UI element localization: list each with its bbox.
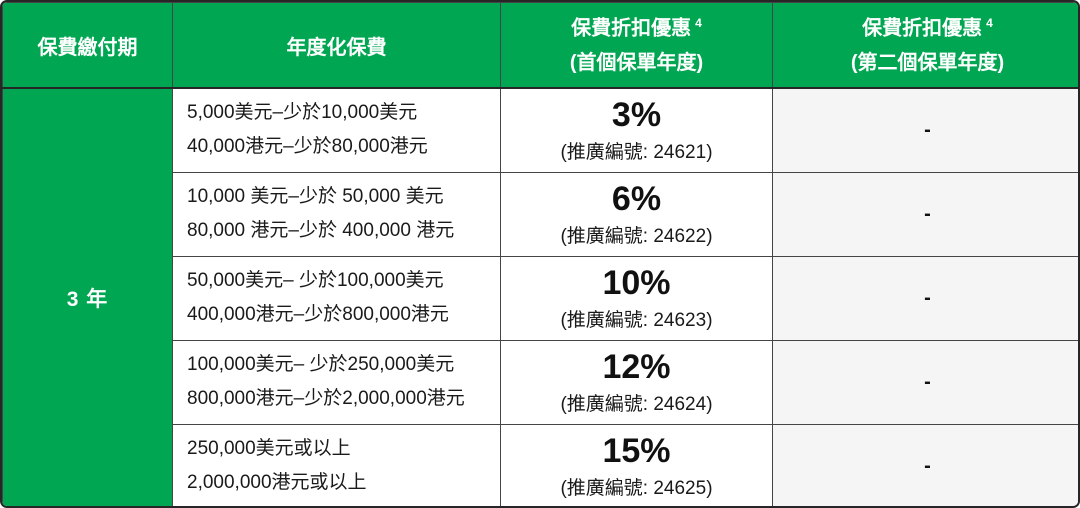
discount-percent: 6% <box>611 179 662 218</box>
usd-range: 5,000美元–少於10,000美元 <box>187 102 418 124</box>
usd-range: 50,000美元– 少於100,000美元 <box>187 270 444 291</box>
promo-code: (推廣編號: 24621) <box>560 142 713 164</box>
second-year-discount-cell: - <box>772 423 1078 506</box>
usd-range: 10,000 美元–少於 50,000 美元 <box>187 186 444 207</box>
header-second-year-discount-subtitle: (第二個保單年度) <box>850 51 1005 74</box>
usd-range: 250,000美元或以上 <box>187 438 351 459</box>
hkd-range: 800,000港元–少於2,000,000港元 <box>187 388 465 409</box>
header-first-year-discount-subtitle: (首個保單年度) <box>569 51 704 74</box>
payment-period-cell: 3 年 <box>2 87 173 506</box>
header-premium-payment-period-label: 保費繳付期 <box>37 36 138 59</box>
discount-percent: 3% <box>611 96 662 135</box>
second-year-discount-cell: - <box>772 87 1078 173</box>
header-second-year-discount: 保費折扣優惠 4 (第二個保單年度) <box>772 2 1078 89</box>
header-row: 保費繳付期 年度化保費 保費折扣優惠 4 (首個保單年度) 保費折扣優惠 4 (第二… <box>2 2 1078 89</box>
second-year-discount-cell: - <box>772 255 1078 341</box>
hkd-range: 400,000港元–少於800,000港元 <box>187 304 449 325</box>
header-second-year-discount-label: 保費折扣優惠 <box>862 17 983 40</box>
second-year-discount-cell: - <box>772 171 1078 257</box>
first-year-discount-cell: 12% (推廣編號: 24624) <box>500 339 773 425</box>
hkd-range: 2,000,000港元或以上 <box>187 472 367 493</box>
footnote-superscript: 4 <box>986 16 993 31</box>
table-row: 10,000 美元–少於 50,000 美元 80,000 港元–少於 400,… <box>3 171 1078 257</box>
premium-range-cell: 100,000美元– 少於250,000美元 800,000港元–少於2,000… <box>172 339 501 425</box>
promo-code: (推廣編號: 24624) <box>560 394 713 416</box>
hkd-range: 40,000港元–少於80,000港元 <box>187 136 428 158</box>
discount-percent: 10% <box>602 263 671 302</box>
hkd-range: 80,000 港元–少於 400,000 港元 <box>187 220 455 241</box>
discount-percent: 15% <box>602 431 671 470</box>
first-year-discount-cell: 15% (推廣編號: 24625) <box>500 423 773 506</box>
first-year-discount-cell: 6% (推廣編號: 24622) <box>500 171 773 257</box>
header-premium-payment-period: 保費繳付期 <box>2 2 173 89</box>
promo-code: (推廣編號: 24623) <box>560 310 713 332</box>
header-first-year-discount-label: 保費折扣優惠 <box>571 17 692 40</box>
header-first-year-discount: 保費折扣優惠 4 (首個保單年度) <box>500 2 773 89</box>
premium-range-cell: 5,000美元–少於10,000美元 40,000港元–少於80,000港元 <box>172 87 501 173</box>
second-year-discount-cell: - <box>772 339 1078 425</box>
table-row: 3 年 5,000美元–少於10,000美元 40,000港元–少於80,000… <box>2 87 1078 506</box>
usd-range: 100,000美元– 少於250,000美元 <box>187 354 455 375</box>
premium-range-cell: 250,000美元或以上 2,000,000港元或以上 <box>172 423 501 506</box>
promo-code: (推廣編號: 24625) <box>560 478 713 500</box>
premium-range-cell: 50,000美元– 少於100,000美元 400,000港元–少於800,00… <box>172 255 501 341</box>
table-row: 250,000美元或以上 2,000,000港元或以上 15% (推廣編號: 2… <box>3 423 1078 506</box>
premium-range-cell: 10,000 美元–少於 50,000 美元 80,000 港元–少於 400,… <box>172 171 501 257</box>
first-year-discount-cell: 10% (推廣編號: 24623) <box>500 255 773 341</box>
footnote-superscript: 4 <box>695 16 702 31</box>
table-row: 50,000美元– 少於100,000美元 400,000港元–少於800,00… <box>3 255 1078 341</box>
first-year-discount-cell: 3% (推廣編號: 24621) <box>500 87 773 173</box>
discount-percent: 12% <box>602 347 671 386</box>
header-annualized-premium-label: 年度化保費 <box>286 36 387 59</box>
header-annualized-premium: 年度化保費 <box>172 2 501 89</box>
promo-code: (推廣編號: 24622) <box>560 226 713 248</box>
